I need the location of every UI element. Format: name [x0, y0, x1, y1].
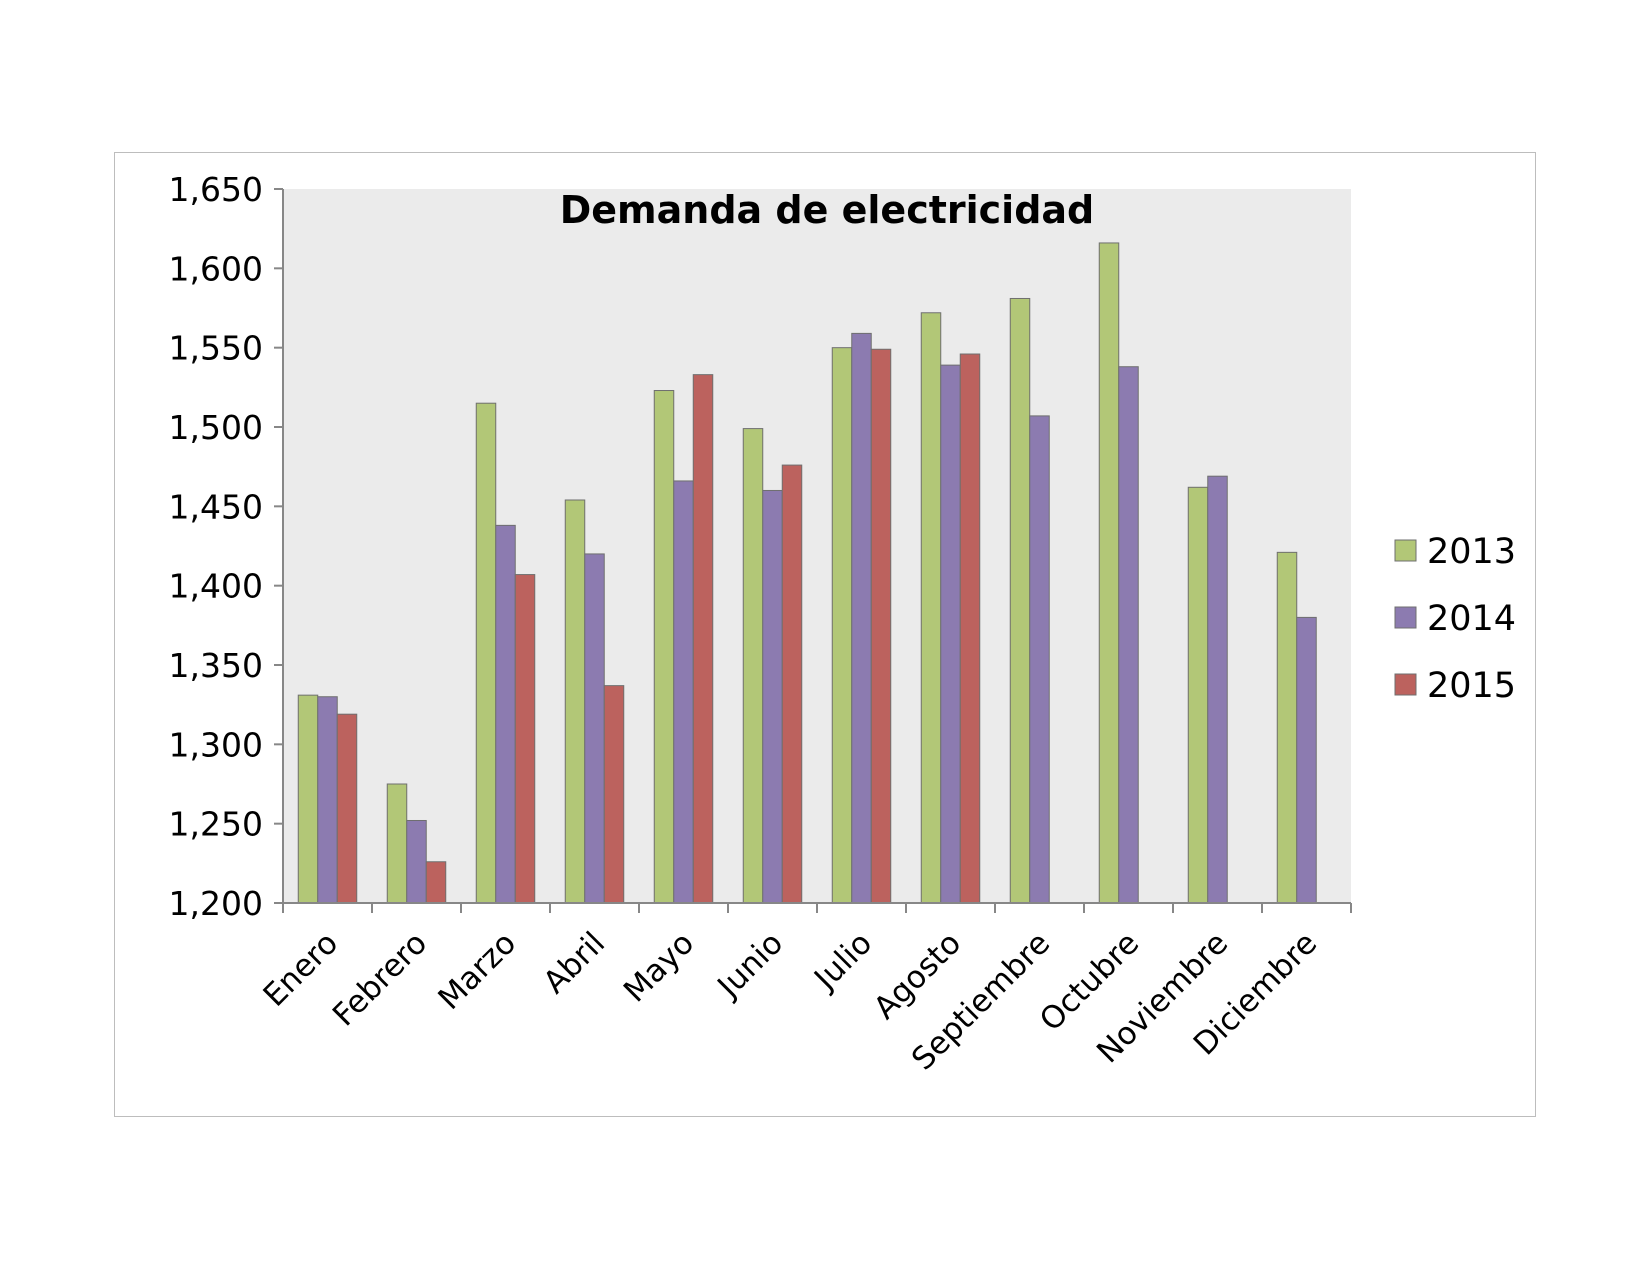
x-tick-label: Enero	[257, 925, 346, 1014]
bar-2015-junio	[781, 464, 803, 904]
bar-2013-mayo	[653, 390, 675, 904]
bar-2015-mayo	[692, 374, 714, 904]
y-tick-label: 1,650	[169, 170, 263, 209]
y-tick-label: 1,250	[169, 805, 263, 844]
y-tick-label: 1,400	[169, 567, 263, 606]
bar-2013-noviembre	[1187, 486, 1209, 904]
legend: 2013 2014 2015	[1394, 532, 1516, 706]
x-tick-label: Junio	[710, 925, 791, 1006]
bar-2013-octubre	[1098, 242, 1120, 904]
bar-chart: 1,200 1,250 1,300 1,350 1,400 1,450 1,500 1,550…	[169, 170, 1517, 1077]
chart-frame: 1,200 1,250 1,300 1,350 1,400 1,450 1,500 1,550…	[114, 152, 1536, 1117]
bar-2014-febrero	[406, 819, 427, 904]
bar-2015-febrero	[425, 861, 447, 904]
legend-label-2015: 2015	[1427, 666, 1516, 706]
legend-label-2013: 2013	[1427, 532, 1516, 572]
bar-2015-abril	[603, 685, 625, 904]
bar-2014-octubre	[1118, 366, 1139, 904]
y-tick-label: 1,200	[169, 884, 263, 923]
bar-2014-enero	[317, 696, 338, 904]
x-tick-label: Abril	[537, 925, 613, 1001]
x-tick-label: Febrero	[326, 925, 434, 1033]
x-tick-label: Julio	[806, 925, 879, 998]
x-tick-label: Mayo	[617, 925, 701, 1009]
bar-2013-junio	[742, 428, 764, 904]
bar-2013-agosto	[920, 312, 942, 904]
y-tick-label: 1,500	[169, 408, 263, 447]
y-tick-label: 1,350	[169, 646, 263, 685]
bar-2015-marzo	[514, 574, 536, 904]
legend-swatch-2013	[1394, 539, 1417, 562]
bar-2014-septiembre	[1029, 415, 1050, 904]
bar-2013-abril	[564, 499, 586, 904]
bar-2014-marzo	[495, 524, 516, 904]
y-tick-label: 1,300	[169, 725, 263, 764]
bar-2015-enero	[336, 713, 358, 904]
bars-layer	[297, 242, 1317, 904]
bar-2013-enero	[297, 694, 319, 904]
bar-2013-septiembre	[1009, 297, 1031, 904]
bar-2013-febrero	[386, 783, 408, 904]
bar-2015-agosto	[959, 353, 981, 904]
bar-2014-junio	[762, 489, 783, 904]
y-tick-label: 1,450	[169, 487, 263, 526]
bar-2013-marzo	[475, 402, 497, 904]
bar-2015-julio	[870, 348, 892, 904]
bar-2014-mayo	[673, 480, 694, 904]
bar-2013-julio	[831, 347, 853, 904]
plot-area	[283, 189, 1351, 903]
y-tick-label: 1,550	[169, 329, 263, 368]
chart-title: Demanda de electricidad	[560, 188, 1095, 232]
y-tick-label: 1,600	[169, 249, 263, 288]
legend-swatch-2015	[1394, 673, 1417, 696]
y-ticks: 1,200 1,250 1,300 1,350 1,400 1,450 1,500 1,550…	[169, 170, 283, 923]
bar-2014-julio	[851, 332, 872, 904]
bar-2014-abril	[584, 553, 605, 904]
x-tick-label: Marzo	[431, 925, 523, 1017]
bar-2014-diciembre	[1296, 616, 1317, 904]
bar-2014-agosto	[940, 364, 961, 904]
legend-swatch-2014	[1394, 606, 1417, 629]
legend-label-2014: 2014	[1427, 599, 1516, 639]
bar-2014-noviembre	[1207, 475, 1228, 904]
bar-2013-diciembre	[1276, 551, 1298, 904]
